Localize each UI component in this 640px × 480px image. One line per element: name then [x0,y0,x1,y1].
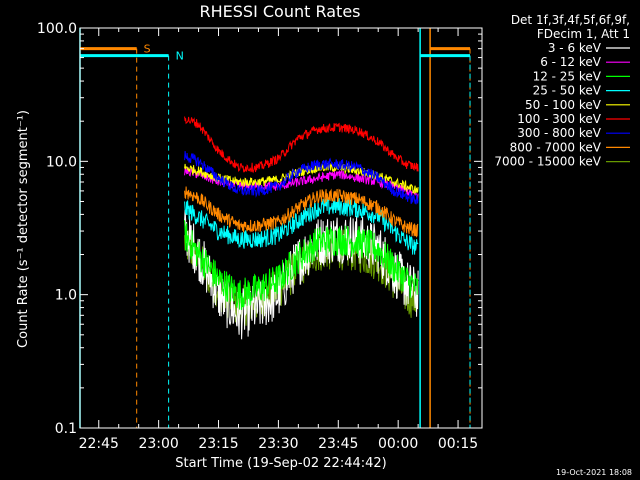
y-tick-label-1: 1.0 [55,288,77,304]
y-axis: 0.1 1.0 10.0 100.0 [37,21,482,437]
series-line-800-7000-kev [184,186,419,238]
legend-header-line-1: Det 1f,3f,4f,5f,6f,9f, [511,13,630,27]
date-stamp: 19-Oct-2021 18:08 [556,468,632,477]
legend-label-7000-15000-kev: 7000 - 15000 keV [494,155,601,169]
x-axis-label: Start Time (19-Sep-02 22:44:42) [175,456,386,471]
x-tick-label-1: 23:00 [138,436,178,452]
plot-area: SN [79,28,471,428]
x-tick-label-2: 23:15 [198,436,238,452]
legend-label-12-25-kev: 12 - 25 keV [533,69,602,83]
chart-title: RHESSI Count Rates [200,2,361,21]
series-line-100-300-kev [184,116,419,174]
series-line-300-800-kev [184,150,419,205]
x-tick-label-0: 22:45 [79,436,119,452]
x-tick-label-5: 00:00 [378,436,418,452]
y-tick-label-2: 10.0 [46,154,77,170]
series-line-12-25-kev [184,220,419,311]
x-tick-label-3: 23:30 [258,436,298,452]
legend-label-25-50-kev: 25 - 50 keV [533,84,602,98]
legend-label-3-6-kev: 3 - 6 keV [548,41,602,55]
legend-label-800-7000-kev: 800 - 7000 keV [510,140,602,154]
legend-label-6-12-kev: 6 - 12 keV [540,55,602,69]
legend-label-300-800-kev: 300 - 800 keV [517,126,601,140]
legend-header-line-2: FDecim 1, Att 1 [537,27,630,41]
x-axis: 22:45 23:00 23:15 23:30 23:45 00:00 00:15 [79,28,478,452]
legend-label-100-300-kev: 100 - 300 keV [517,112,601,126]
marker-label-n: N [176,50,184,63]
plot-frame [79,27,483,429]
legend: Det 1f,3f,4f,5f,6f,9f, FDecim 1, Att 1 3… [494,13,630,169]
legend-label-50-100-kev: 50 - 100 keV [525,98,602,112]
series-line-25-50-kev [184,197,419,255]
x-tick-label-4: 23:45 [318,436,358,452]
y-tick-label-0: 0.1 [55,421,77,437]
y-tick-label-3: 100.0 [37,21,77,37]
marker-label-s: S [144,43,151,56]
x-tick-label-6: 00:15 [438,436,478,452]
y-axis-label: Count Rate (s⁻¹ detector segment⁻¹) [16,110,31,348]
